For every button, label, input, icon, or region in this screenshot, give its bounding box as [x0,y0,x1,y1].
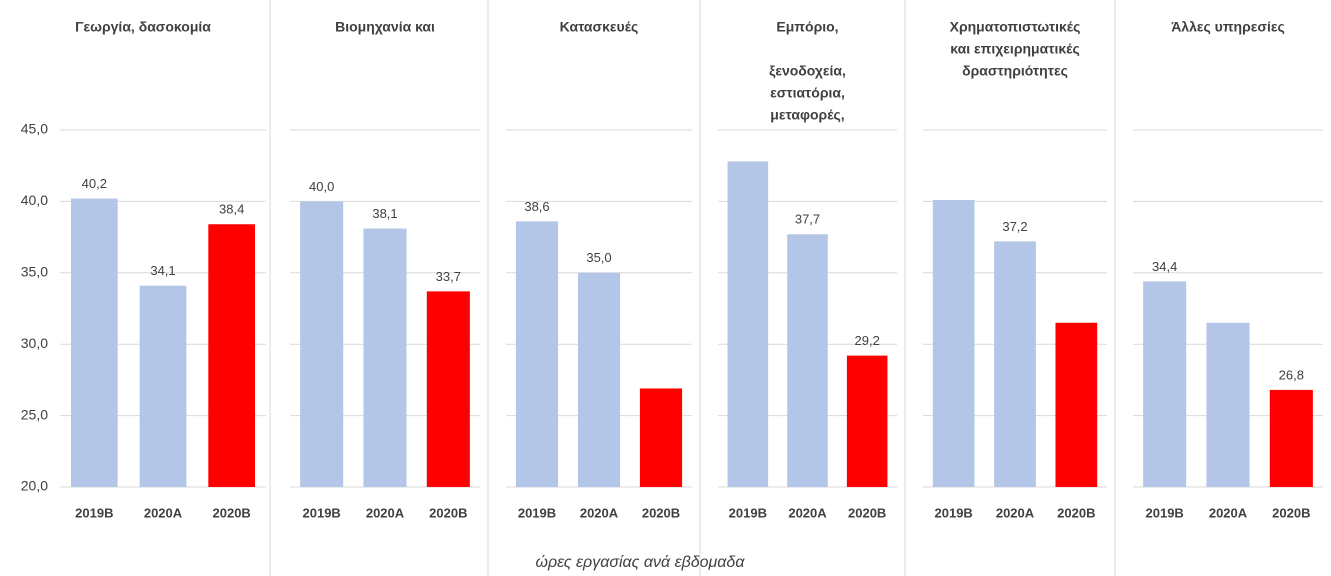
bar [1055,322,1098,487]
value-label: 38,4 [219,202,244,217]
x-tick-label: 2020B [429,505,467,520]
value-label: 38,6 [524,199,549,214]
bar [300,201,344,487]
panel-title: εστιατόρια, [770,85,845,101]
bar [1269,389,1313,487]
x-tick-label: 2019B [935,505,973,520]
value-label: 34,1 [150,263,175,278]
panel-title: και επιχειρηματικές [950,41,1080,57]
y-tick-label: 40,0 [21,192,48,208]
panel-title: Άλλες υπηρεσίες [1171,19,1285,35]
bar [727,161,769,487]
x-tick-label: 2020A [996,505,1035,520]
annotation: ώρες εργασίας ανά εβδομαδα [536,554,746,571]
x-tick-label: 2020A [580,505,619,520]
bar [994,241,1036,487]
x-tick-label: 2019B [1146,505,1184,520]
value-label: 40,0 [309,179,334,194]
bar [846,355,888,487]
bar [1143,281,1187,487]
bar [426,291,470,487]
panel-title: Χρηματοπιστωτικές [950,19,1081,35]
bar [208,224,256,488]
value-label: 37,2 [1002,219,1027,234]
bar [932,199,975,488]
panel-title: δραστηριότητες [962,63,1068,79]
value-label: 34,4 [1152,259,1177,274]
x-tick-label: 2019B [75,505,113,520]
panel-title: ξενοδοχεία, [769,63,846,79]
y-tick-label: 30,0 [21,335,48,351]
x-tick-label: 2020B [1057,505,1095,520]
value-label: 29,2 [855,333,880,348]
x-tick-label: 2020B [642,505,680,520]
bar [515,221,559,487]
y-tick-label: 35,0 [21,264,48,280]
y-tick-label: 45,0 [21,121,48,137]
bar [70,198,118,487]
x-tick-label: 2020B [848,505,886,520]
y-tick-label: 20,0 [21,478,48,494]
y-tick-label: 25,0 [21,406,48,422]
value-label: 38,1 [372,206,397,221]
bar [639,388,683,487]
panel-title: Βιομηχανία και [335,19,435,35]
x-tick-label: 2020B [1272,505,1310,520]
bar [1206,322,1250,487]
bar [363,228,407,488]
bar [139,285,187,487]
x-tick-label: 2019B [303,505,341,520]
panel-title: Εμπόριο, [776,19,838,35]
x-tick-label: 2020A [366,505,405,520]
x-tick-label: 2020A [1209,505,1248,520]
bar [787,234,828,487]
value-label: 40,2 [82,176,107,191]
value-label: 37,7 [795,212,820,227]
value-label: 35,0 [586,250,611,265]
x-tick-label: 2020A [144,505,183,520]
panel-title: μεταφορές, [770,107,844,123]
panel-title: Κατασκευές [560,19,639,35]
x-tick-label: 2020B [213,505,251,520]
panel-title: Γεωργία, δασοκομία [75,19,211,35]
value-label: 33,7 [436,269,461,284]
value-label: 26,8 [1279,367,1304,382]
x-tick-label: 2020A [788,505,827,520]
x-tick-label: 2019B [518,505,556,520]
bar [577,272,621,487]
x-tick-label: 2019B [729,505,767,520]
